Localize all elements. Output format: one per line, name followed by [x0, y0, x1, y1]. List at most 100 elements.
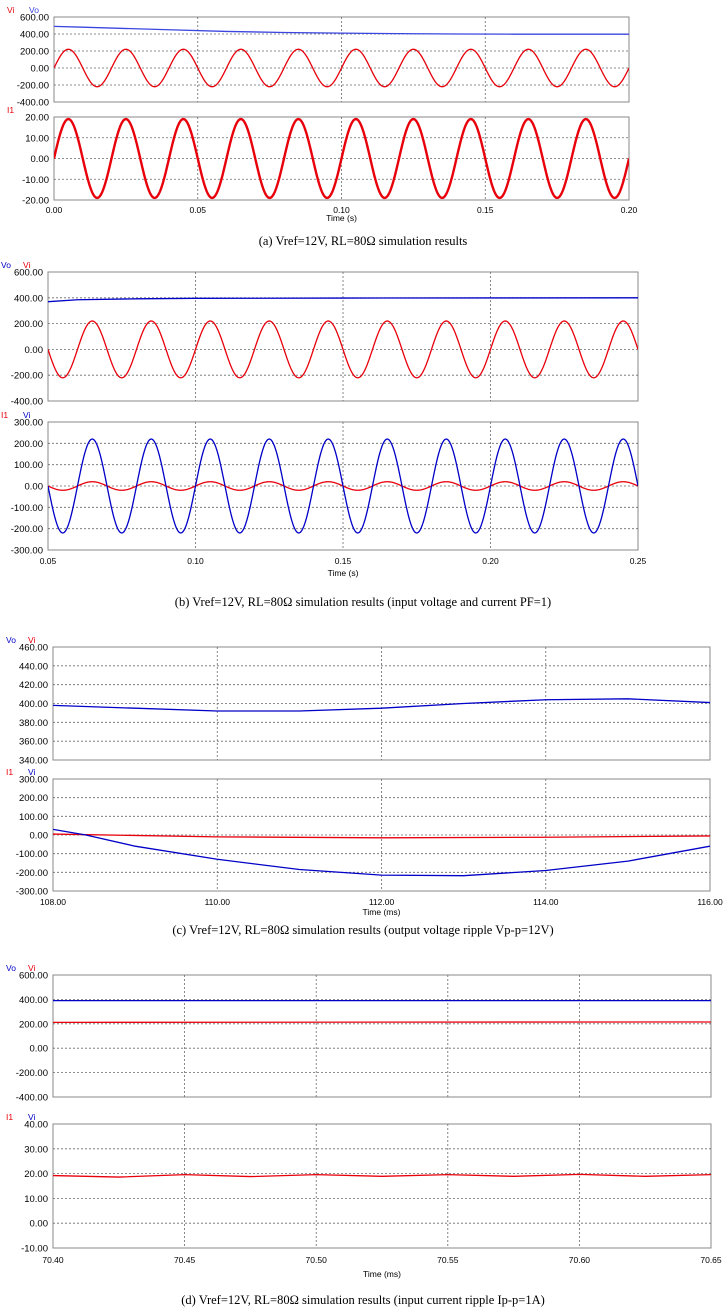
- plot-frame: [53, 16, 630, 103]
- y-tick-label: -200.00: [17, 81, 49, 92]
- figure-b-panel-2: 300.00 200.00 100.00 0.00 -100.00 -200.00 -300…: [1, 410, 639, 557]
- y-tick-label: 400.00: [20, 30, 49, 41]
- x-tick-label: 0.05: [189, 205, 206, 215]
- x-tick-label: 108.00: [40, 897, 66, 907]
- figure-caption: (c) Vref=12V, RL=80Ω simulation results …: [172, 923, 553, 937]
- x-tick-label: 70.55: [437, 1255, 459, 1265]
- x-tick-label: 70.45: [174, 1255, 196, 1265]
- y-tick-label: 0.00: [31, 154, 50, 165]
- figure-caption: (a) Vref=12V, RL=80Ω simulation results: [259, 234, 468, 248]
- x-tick-label: 0.05: [40, 556, 57, 566]
- y-tick-label: -200.00: [16, 1068, 48, 1079]
- y-tick-label: -300.00: [11, 546, 43, 557]
- figure-a: 600.00 400.00 200.00 0.00 -200.00 -400.00 Vi Vo…: [7, 5, 638, 248]
- figure-d-panel-2: 40.00 30.00 20.00 10.00 0.00 -10.00 I1 Vi: [6, 1112, 712, 1255]
- series-line-vo: [54, 25, 629, 35]
- x-axis-label: Time (s): [326, 213, 357, 223]
- legend-entry: Vi: [28, 963, 36, 973]
- figure-b-panel-1: 600.00 400.00 200.00 0.00 -200.00 -400.00 Vo Vi: [1, 260, 639, 408]
- legend-entry: Vo: [1, 260, 11, 270]
- legend-entry: Vi: [7, 5, 15, 15]
- series-line-i1: [53, 1173, 711, 1178]
- y-tick-label: 460.00: [19, 643, 48, 654]
- figure-c: 460.00 440.00 420.00 400.00 380.00 360.00 340.…: [6, 635, 723, 937]
- y-tick-label: 440.00: [19, 661, 48, 672]
- legend-entry: Vo: [6, 963, 16, 973]
- series-group: [48, 438, 638, 534]
- series-group: [54, 25, 629, 88]
- y-tick-label: -200.00: [11, 371, 43, 382]
- legend-entry: Vo: [29, 5, 39, 15]
- y-tick-label: 0.00: [30, 831, 49, 842]
- y-tick-label: -100.00: [16, 849, 48, 860]
- plot-frame: [52, 974, 712, 1098]
- y-tick-label: -10.00: [22, 175, 49, 186]
- y-tick-label: 40.00: [24, 1120, 48, 1131]
- y-tick-label: 10.00: [25, 133, 49, 144]
- legend-entry: I1: [1, 410, 8, 420]
- y-tick-label: 0.00: [30, 1044, 49, 1055]
- legend-entry: Vi: [23, 410, 31, 420]
- legend-entry: Vi: [28, 1112, 36, 1122]
- figure-c-panel-2: 300.00 200.00 100.00 0.00 -100.00 -200.00 -300…: [6, 767, 711, 898]
- figure-d: 600.00 400.00 200.00 0.00 -200.00 -400.00 Vo Vi…: [6, 963, 722, 1307]
- legend-entry: Vo: [6, 635, 16, 645]
- x-tick-label: 0.15: [335, 556, 352, 566]
- y-tick-label: -400.00: [17, 98, 49, 109]
- x-axis-label: Time (s): [328, 568, 359, 578]
- x-tick-label: 0.20: [621, 205, 638, 215]
- y-tick-label: -400.00: [11, 397, 43, 408]
- y-tick-label: 400.00: [14, 293, 43, 304]
- y-tick-label: 300.00: [19, 775, 48, 786]
- y-tick-label: 100.00: [14, 460, 43, 471]
- y-tick-label: 600.00: [19, 971, 48, 982]
- series-line-i1: [53, 833, 710, 839]
- series-group: [48, 297, 638, 379]
- x-tick-label: 70.50: [306, 1255, 328, 1265]
- series-group: [54, 117, 629, 200]
- x-tick-label: 0.25: [630, 556, 647, 566]
- y-tick-label: 340.00: [19, 756, 48, 767]
- x-tick-label: 114.00: [533, 897, 559, 907]
- y-tick-label: 600.00: [20, 13, 49, 24]
- y-tick-label: 380.00: [19, 718, 48, 729]
- plot-frame: [52, 1123, 712, 1249]
- x-tick-label: 116.00: [697, 897, 723, 907]
- y-tick-label: 200.00: [20, 47, 49, 58]
- y-tick-label: -100.00: [11, 503, 43, 514]
- y-tick-label: 0.00: [30, 1219, 49, 1230]
- x-tick-label: 70.40: [42, 1255, 64, 1265]
- y-tick-label: 420.00: [19, 680, 48, 691]
- figure-b: 600.00 400.00 200.00 0.00 -200.00 -400.00 Vo Vi…: [1, 260, 647, 609]
- series-line-vi: [54, 48, 629, 88]
- y-tick-label: 0.00: [25, 345, 44, 356]
- figure-a-panel-1: 600.00 400.00 200.00 0.00 -200.00 -400.00 Vi Vo: [7, 5, 630, 109]
- y-tick-label: 360.00: [19, 737, 48, 748]
- x-tick-label: 110.00: [205, 897, 231, 907]
- legend-entry: I1: [6, 767, 13, 777]
- series-group: [53, 999, 711, 1023]
- series-line-vi: [53, 828, 710, 877]
- x-tick-label: 70.60: [569, 1255, 591, 1265]
- figure-a-panel-2: 20.00 10.00 0.00 -10.00 -20.00 I1: [7, 105, 630, 207]
- y-tick-label: -10.00: [21, 1244, 48, 1255]
- series-group: [53, 698, 710, 712]
- legend-entry: Vi: [23, 260, 31, 270]
- series-line-vi: [48, 320, 638, 379]
- legend-entry: I1: [6, 1112, 13, 1122]
- series-line-i1: [54, 117, 629, 200]
- figure-d-panel-1: 600.00 400.00 200.00 0.00 -200.00 -400.00 Vo Vi: [6, 963, 712, 1104]
- y-tick-label: -400.00: [16, 1093, 48, 1104]
- y-tick-label: -300.00: [16, 887, 48, 898]
- y-tick-label: 200.00: [14, 319, 43, 330]
- x-tick-label: 0.15: [477, 205, 494, 215]
- y-tick-label: 400.00: [19, 699, 48, 710]
- y-tick-label: -20.00: [22, 196, 49, 207]
- y-tick-label: 20.00: [24, 1169, 48, 1180]
- y-tick-label: -200.00: [16, 868, 48, 879]
- x-tick-label: 70.65: [700, 1255, 722, 1265]
- series-line-vo: [48, 297, 638, 303]
- x-tick-label: 0.20: [482, 556, 499, 566]
- y-tick-label: 300.00: [14, 418, 43, 429]
- series-line-vo: [53, 698, 710, 712]
